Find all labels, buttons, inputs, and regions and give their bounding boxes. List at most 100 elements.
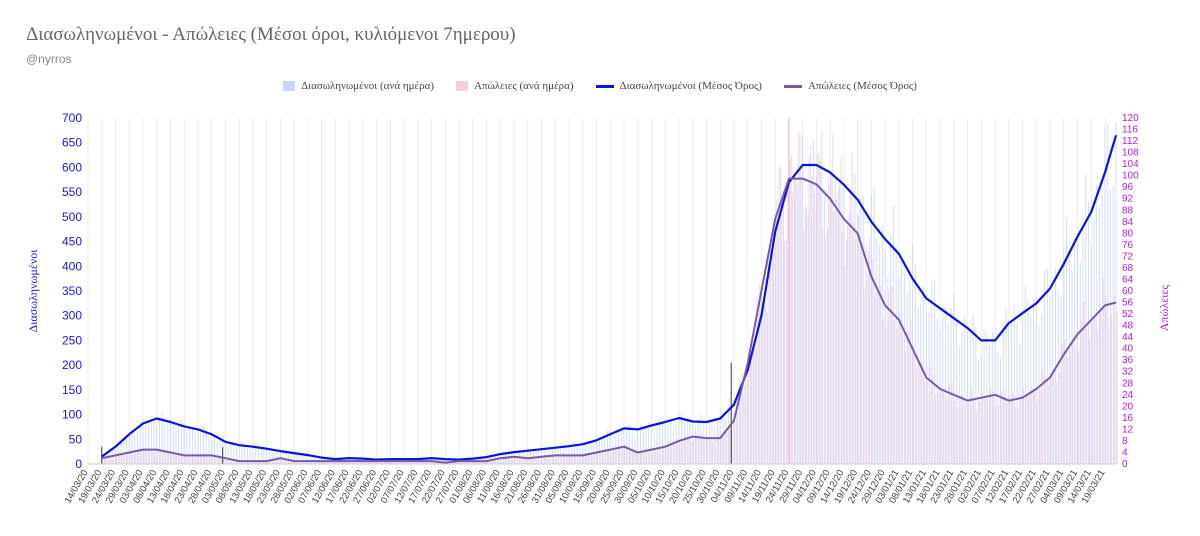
y-tick-label: 350 (62, 284, 82, 298)
daily-intubated-bar (169, 419, 171, 464)
daily-deaths-bar (564, 453, 566, 464)
daily-intubated-bar (1110, 189, 1112, 464)
daily-intubated-bar (131, 429, 133, 464)
daily-intubated-bar (813, 139, 815, 464)
daily-deaths-bar (679, 439, 681, 464)
daily-deaths-bar (750, 358, 752, 464)
daily-deaths-bar (484, 460, 486, 464)
daily-deaths-bar (192, 456, 194, 464)
legend-item-intubated-avg[interactable]: Διασωληνωμένοι (Μέσος Όρος) (595, 80, 762, 92)
daily-intubated-bar (895, 245, 897, 464)
daily-deaths-bar (492, 459, 494, 464)
legend-item-deaths-daily[interactable]: Απώλειες (ανά ημέρα) (456, 80, 574, 92)
daily-intubated-bar (502, 455, 504, 464)
daily-intubated-bar (249, 448, 251, 464)
y2-tick-label: 72 (1122, 251, 1134, 262)
daily-deaths-bar (415, 461, 417, 464)
daily-intubated-bar (227, 445, 229, 464)
daily-deaths-bar (1009, 397, 1011, 464)
daily-deaths-bar (338, 461, 340, 464)
daily-deaths-bar (454, 461, 456, 464)
daily-intubated-bar (1096, 184, 1098, 465)
y2-axis-label: Απώλειες (1157, 285, 1171, 332)
daily-deaths-bar (506, 457, 508, 464)
legend-item-deaths-avg[interactable]: Απώλειες (Μέσος Όρος) (783, 80, 917, 92)
daily-deaths-bar (1102, 277, 1104, 464)
daily-deaths-bar (313, 461, 315, 464)
daily-deaths-bar (1001, 390, 1003, 464)
daily-deaths-bar (344, 461, 346, 464)
daily-deaths-bar (198, 453, 200, 464)
daily-deaths-bar (368, 461, 370, 464)
daily-deaths-bar (951, 382, 953, 464)
daily-deaths-bar (173, 455, 175, 464)
y2-tick-label: 36 (1122, 355, 1134, 366)
daily-deaths-bar (363, 461, 365, 464)
daily-intubated-bar (315, 455, 317, 464)
daily-deaths-bar (294, 461, 296, 464)
daily-deaths-bar (764, 298, 766, 464)
daily-intubated-bar (799, 132, 801, 464)
daily-intubated-bar (667, 417, 669, 464)
legend-item-intubated-daily[interactable]: Διασωληνωμένοι (ανά ημέρα) (283, 80, 434, 92)
daily-deaths-bar (605, 448, 607, 464)
daily-deaths-bar (869, 236, 871, 464)
daily-intubated-bar (851, 152, 853, 464)
chart-title: Διασωληνωμένοι - Απώλειες (Μέσοι όροι, κ… (26, 24, 516, 45)
daily-deaths-bar (662, 447, 664, 464)
daily-intubated-bar (576, 444, 578, 464)
daily-deaths-bar (319, 460, 321, 464)
daily-deaths-bar (728, 428, 730, 464)
daily-intubated-bar (191, 426, 193, 464)
daily-intubated-bar (862, 195, 864, 464)
daily-deaths-bar (239, 460, 241, 464)
daily-deaths-bar (225, 458, 227, 464)
daily-deaths-bar (959, 395, 961, 464)
daily-deaths-bar (748, 359, 750, 464)
daily-deaths-bar (772, 252, 774, 464)
daily-deaths-bar (388, 461, 390, 464)
daily-deaths-bar (896, 327, 898, 464)
y-tick-label: 700 (62, 111, 82, 125)
daily-intubated-bar (744, 385, 746, 464)
daily-intubated-bar (189, 428, 191, 464)
daily-deaths-bar (836, 199, 838, 464)
daily-intubated-bar (587, 438, 589, 464)
daily-intubated-bar (782, 191, 784, 464)
daily-deaths-bar (385, 461, 387, 464)
daily-deaths-bar (1080, 320, 1082, 464)
daily-deaths-bar (616, 447, 618, 464)
daily-deaths-bar (115, 455, 117, 464)
y2-tick-label: 88 (1122, 205, 1134, 216)
daily-intubated-bar (1044, 269, 1046, 464)
daily-deaths-bar (737, 398, 739, 464)
daily-deaths-bar (638, 451, 640, 464)
daily-deaths-bar (715, 436, 717, 464)
daily-deaths-bar (979, 401, 981, 464)
y2-tick-label: 64 (1122, 274, 1134, 285)
daily-deaths-bar (915, 368, 917, 464)
daily-intubated-bar (725, 418, 727, 464)
daily-intubated-bar (648, 421, 650, 464)
daily-intubated-bar (172, 422, 174, 464)
daily-deaths-bar (992, 390, 994, 464)
daily-intubated-bar (936, 318, 938, 464)
daily-deaths-bar (539, 458, 541, 464)
daily-intubated-bar (967, 330, 969, 464)
daily-deaths-bar (833, 211, 835, 464)
daily-intubated-bar (1027, 300, 1029, 464)
daily-deaths-bar (874, 293, 876, 464)
daily-deaths-bar (437, 462, 439, 464)
y-tick-label: 0 (75, 457, 82, 471)
daily-intubated-bar (1068, 255, 1070, 464)
daily-deaths-bar (1094, 316, 1096, 464)
daily-intubated-bar (969, 332, 971, 464)
daily-deaths-bar (643, 450, 645, 464)
daily-deaths-bar (723, 437, 725, 464)
daily-deaths-bar (726, 430, 728, 464)
daily-deaths-bar (140, 449, 142, 464)
daily-deaths-bar (157, 448, 159, 464)
daily-deaths-bar (421, 461, 423, 464)
daily-deaths-bar (880, 285, 882, 464)
daily-intubated-bar (293, 451, 295, 464)
